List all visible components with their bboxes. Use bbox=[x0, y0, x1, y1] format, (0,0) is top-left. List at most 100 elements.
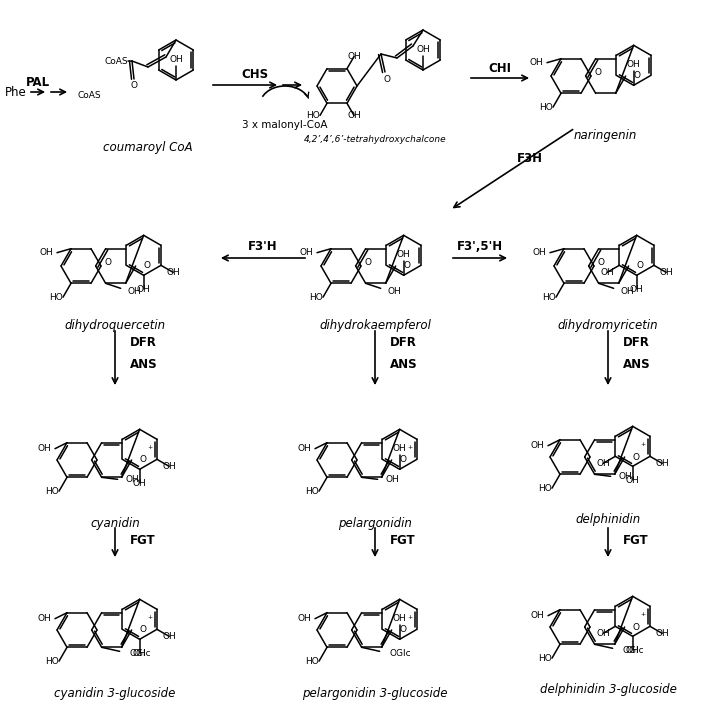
Text: O: O bbox=[400, 625, 406, 634]
Text: OH: OH bbox=[133, 649, 146, 658]
Text: HO: HO bbox=[50, 293, 63, 302]
Text: dihydroquercetin: dihydroquercetin bbox=[65, 319, 166, 333]
Text: OH: OH bbox=[347, 52, 361, 61]
Text: ⁺: ⁺ bbox=[407, 445, 412, 455]
Text: ⁺: ⁺ bbox=[640, 612, 645, 622]
Text: OH: OH bbox=[166, 268, 180, 277]
Text: OH: OH bbox=[531, 611, 544, 620]
Text: O: O bbox=[144, 262, 151, 271]
Text: OH: OH bbox=[297, 444, 311, 453]
Text: O: O bbox=[139, 455, 146, 465]
Text: DFR: DFR bbox=[623, 336, 650, 348]
Text: OH: OH bbox=[659, 268, 673, 277]
Text: cyanidin 3-glucoside: cyanidin 3-glucoside bbox=[55, 687, 176, 699]
Text: ANS: ANS bbox=[390, 357, 418, 371]
Text: Phe: Phe bbox=[5, 85, 27, 99]
Text: OGlc: OGlc bbox=[390, 649, 411, 658]
Text: OH: OH bbox=[416, 44, 430, 54]
Text: O: O bbox=[131, 82, 138, 90]
Text: ⁺: ⁺ bbox=[640, 442, 645, 452]
Text: DFR: DFR bbox=[390, 336, 417, 348]
Text: FGT: FGT bbox=[130, 534, 156, 546]
Text: O: O bbox=[633, 623, 640, 632]
Text: OH: OH bbox=[37, 614, 51, 623]
Text: OH: OH bbox=[162, 632, 176, 641]
Text: OH: OH bbox=[626, 476, 640, 485]
Text: cyanidin: cyanidin bbox=[90, 517, 140, 529]
Text: O: O bbox=[383, 75, 391, 85]
Text: ⁺: ⁺ bbox=[147, 445, 152, 455]
Text: OH: OH bbox=[393, 614, 406, 623]
Text: OGlc: OGlc bbox=[130, 649, 151, 658]
Text: O: O bbox=[597, 258, 604, 267]
Text: FGT: FGT bbox=[623, 534, 648, 546]
Text: O: O bbox=[633, 453, 640, 462]
Text: O: O bbox=[594, 68, 601, 77]
Text: OH: OH bbox=[393, 444, 406, 453]
Text: O: O bbox=[634, 71, 640, 80]
Text: O: O bbox=[104, 258, 111, 267]
Text: OH: OH bbox=[133, 479, 146, 488]
Text: OH: OH bbox=[531, 441, 544, 450]
Text: delphinidin 3-glucoside: delphinidin 3-glucoside bbox=[539, 684, 676, 697]
Text: OH: OH bbox=[656, 629, 669, 638]
Text: OH: OH bbox=[169, 54, 183, 63]
Text: DFR: DFR bbox=[130, 336, 157, 348]
Text: HO: HO bbox=[45, 656, 59, 666]
Text: OH: OH bbox=[299, 248, 313, 257]
Text: ⁺: ⁺ bbox=[407, 615, 412, 625]
Text: F3',5'H: F3',5'H bbox=[457, 240, 503, 254]
Text: OGlc: OGlc bbox=[623, 646, 644, 655]
Text: O: O bbox=[364, 258, 371, 267]
Text: OH: OH bbox=[597, 459, 610, 468]
Text: OH: OH bbox=[620, 287, 635, 296]
Text: ⁺: ⁺ bbox=[147, 615, 152, 625]
Text: naringenin: naringenin bbox=[573, 130, 637, 142]
Text: O: O bbox=[404, 262, 411, 271]
Text: 4,2’,4’,6’-tetrahydroxychalcone: 4,2’,4’,6’-tetrahydroxychalcone bbox=[304, 135, 447, 145]
Text: CHI: CHI bbox=[488, 61, 511, 75]
Text: delphinidin: delphinidin bbox=[575, 513, 640, 527]
Text: HO: HO bbox=[305, 656, 319, 666]
Text: OH: OH bbox=[39, 248, 53, 257]
Text: OH: OH bbox=[128, 287, 141, 296]
Text: dihydrokaempferol: dihydrokaempferol bbox=[319, 319, 431, 333]
Text: F3'H: F3'H bbox=[248, 240, 278, 254]
Text: OH: OH bbox=[529, 59, 543, 67]
Text: OH: OH bbox=[630, 285, 643, 294]
Text: ANS: ANS bbox=[130, 357, 158, 371]
Text: OH: OH bbox=[162, 462, 176, 471]
Text: CHS: CHS bbox=[241, 68, 269, 82]
Text: HO: HO bbox=[307, 111, 320, 120]
Text: HO: HO bbox=[309, 293, 323, 302]
Text: CoAS: CoAS bbox=[104, 56, 128, 66]
Text: OH: OH bbox=[126, 475, 139, 484]
Text: OH: OH bbox=[627, 60, 640, 69]
Text: coumaroyl CoA: coumaroyl CoA bbox=[103, 140, 193, 154]
Text: HO: HO bbox=[538, 654, 552, 663]
Text: OH: OH bbox=[619, 472, 633, 481]
Text: O: O bbox=[139, 625, 146, 634]
Text: OH: OH bbox=[600, 268, 614, 277]
Text: 3 x malonyl-CoA: 3 x malonyl-CoA bbox=[242, 120, 327, 130]
Text: OH: OH bbox=[388, 287, 401, 296]
Text: OH: OH bbox=[386, 475, 399, 484]
Text: HO: HO bbox=[539, 103, 553, 111]
Text: pelargonidin 3-glucoside: pelargonidin 3-glucoside bbox=[302, 687, 448, 699]
Text: pelargonidin: pelargonidin bbox=[338, 517, 412, 529]
Text: OH: OH bbox=[626, 646, 640, 655]
Text: HO: HO bbox=[542, 293, 556, 302]
Text: FGT: FGT bbox=[390, 534, 416, 546]
Text: O: O bbox=[400, 455, 406, 465]
Text: OH: OH bbox=[656, 459, 669, 468]
Text: CoAS: CoAS bbox=[78, 92, 102, 101]
Text: HO: HO bbox=[45, 486, 59, 496]
Text: OH: OH bbox=[37, 444, 51, 453]
Text: ANS: ANS bbox=[623, 357, 651, 371]
Text: OH: OH bbox=[397, 250, 411, 259]
Text: OH: OH bbox=[136, 285, 151, 294]
Text: dihydromyricetin: dihydromyricetin bbox=[558, 319, 658, 333]
Text: F3H: F3H bbox=[517, 152, 543, 164]
Text: OH: OH bbox=[297, 614, 311, 623]
Text: O: O bbox=[637, 262, 643, 271]
